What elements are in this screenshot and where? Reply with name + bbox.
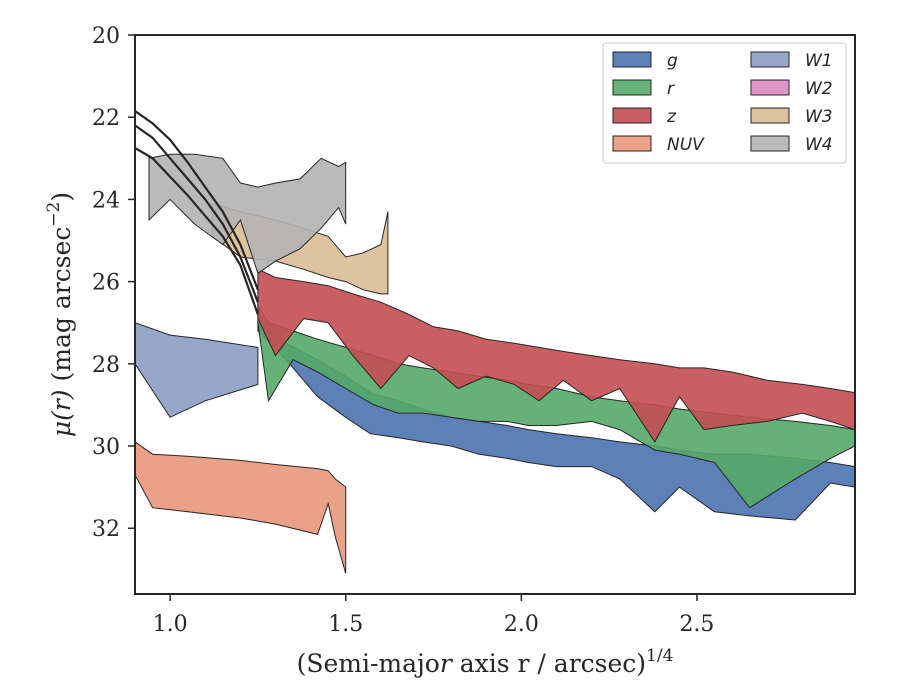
legend-swatch-W1 xyxy=(750,51,790,68)
legend-swatch-r xyxy=(612,79,652,96)
legend-swatch-W4 xyxy=(750,135,790,152)
legend-label-W1: W1 xyxy=(805,51,833,71)
legend-swatch-W3 xyxy=(750,107,790,124)
x-tick-label: 1.0 xyxy=(153,612,188,637)
y-tick-label: 20 xyxy=(92,24,120,49)
legend-label-r: r xyxy=(667,79,675,99)
legend-label-z: z xyxy=(666,107,677,127)
x-tick-label: 1.5 xyxy=(328,612,363,637)
legend: grz NUV W1 W2 W3 W4 xyxy=(602,42,847,164)
y-tick-label: 26 xyxy=(92,271,120,296)
curves-layer xyxy=(135,110,259,315)
plot-frame xyxy=(134,34,856,595)
y-tick-label: 30 xyxy=(92,435,120,460)
band-r xyxy=(257,304,855,509)
y-tick-label: 22 xyxy=(92,106,120,131)
y-tick-label: 28 xyxy=(92,353,120,378)
band-NUV xyxy=(135,441,347,574)
legend-label-NUV: NUV xyxy=(667,135,705,155)
model-curve-3 xyxy=(135,147,259,315)
y-tick-label: 24 xyxy=(92,188,120,213)
legend-swatch-NUV xyxy=(612,135,652,152)
legend-label-W2: W2 xyxy=(805,79,833,99)
band-W1 xyxy=(135,322,259,418)
legend-label-g: g xyxy=(667,51,678,71)
ticks-layer: 1.0 1.5 2.0 2.5 20 22 24 26 28 30 32 xyxy=(92,24,714,637)
band-z xyxy=(257,268,855,443)
plot-layer xyxy=(135,153,855,574)
model-curve-1 xyxy=(135,110,259,291)
y-tick-label: 32 xyxy=(92,517,120,542)
model-curve-2 xyxy=(135,124,259,303)
x-tick-label: 2.0 xyxy=(504,612,539,637)
x-axis-title: (Semi-major axis r / arcsec)1/4 xyxy=(297,646,674,678)
legend-box xyxy=(602,42,847,164)
band-W4 xyxy=(148,153,347,275)
legend-label-W3: W3 xyxy=(805,107,833,127)
legend-swatch-z xyxy=(612,107,652,124)
x-tick-label: 2.5 xyxy=(679,612,714,637)
legend-swatch-W2 xyxy=(750,79,790,96)
legend-label-W4: W4 xyxy=(805,135,833,155)
y-axis-title: μ(r) (mag arcsec−2) xyxy=(44,192,76,437)
legend-swatch-g xyxy=(612,51,652,68)
